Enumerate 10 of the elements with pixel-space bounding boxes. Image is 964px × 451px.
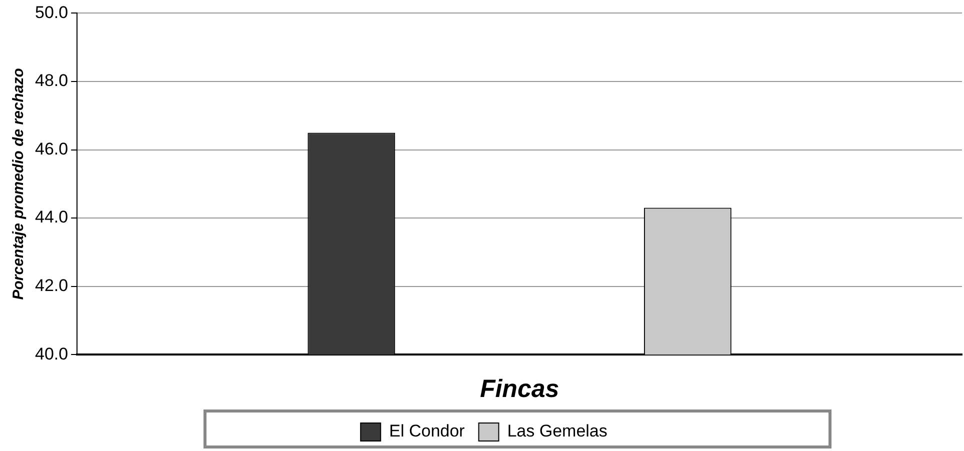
- x-axis-title: Fincas: [480, 374, 560, 403]
- y-tick-label: 50.0: [34, 2, 68, 22]
- legend-label: Las Gemelas: [507, 422, 608, 441]
- y-axis-title: Porcentaje promedio de rechazo: [10, 68, 28, 300]
- y-tick-label: 44.0: [34, 208, 68, 227]
- y-tick-label: 40.0: [34, 344, 68, 364]
- y-tick-label: 42.0: [34, 276, 68, 296]
- y-tick-label: 46.0: [34, 139, 68, 158]
- y-tick-label: 48.0: [34, 71, 68, 90]
- legend-label: El Condor: [389, 422, 466, 441]
